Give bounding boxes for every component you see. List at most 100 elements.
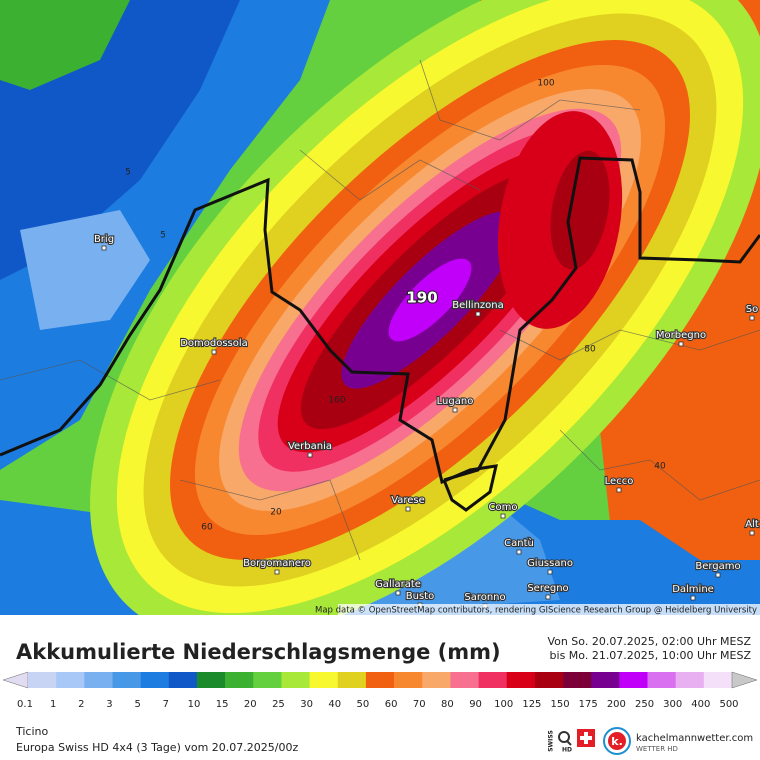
colorbar-tick-label: 20 (244, 699, 257, 710)
badge-bottom: HD (562, 747, 572, 754)
boundary (499, 329, 760, 361)
colorbar-swatch (28, 672, 57, 688)
place-label: Morbegno (656, 330, 706, 341)
place-marker (547, 569, 553, 575)
attribution: Map data © OpenStreetMap contributors, r… (315, 606, 757, 616)
place-marker (749, 315, 755, 321)
colorbar-swatch (168, 672, 198, 688)
place-marker (395, 590, 401, 596)
place-label: Lugano (437, 396, 474, 407)
colorbar-swatch (506, 672, 536, 688)
contour-label: 20 (270, 508, 282, 518)
place-label: Lecco (605, 476, 634, 487)
boundary (299, 149, 481, 201)
place-label: Seregno (527, 583, 568, 594)
colorbar-tick-label: 15 (216, 699, 229, 710)
colorbar-swatch (140, 672, 170, 688)
colorbar-tick-label: 90 (469, 699, 482, 710)
brand-sub: WETTER HD (636, 745, 678, 753)
place-label: Como (489, 502, 518, 513)
contour-label: 60 (201, 523, 213, 533)
place-label: Brig (94, 234, 114, 245)
contour-label: 100 (537, 79, 554, 89)
precip-area (388, 258, 472, 342)
colorbar-tick-label: 175 (579, 699, 598, 710)
colorbar-tick-label: 1 (50, 699, 56, 710)
swiss-cross (580, 736, 592, 740)
boundary (0, 359, 221, 401)
colorbar-tick-label: 60 (385, 699, 398, 710)
brand-logo-k: k. (611, 735, 623, 748)
contour-label: 160 (328, 396, 345, 406)
boundary (559, 429, 760, 501)
colorbar-swatch (365, 672, 395, 688)
colorbar-tick-label: 30 (300, 699, 313, 710)
colorbar-tick-label: 100 (494, 699, 513, 710)
place-marker (307, 452, 313, 458)
colorbar-below (2, 671, 29, 689)
colorbar-tick-label: 0.1 (17, 699, 33, 710)
place-marker (678, 341, 684, 347)
colorbar-swatch (647, 672, 676, 688)
colorbar-swatch (281, 672, 310, 688)
colorbar-tick-label: 150 (550, 699, 569, 710)
place-marker (516, 549, 522, 555)
place-label: Saronno (464, 592, 505, 603)
period-to: bis Mo. 21.07.2025, 10:00 Uhr MESZ (550, 649, 752, 662)
colorbar-tick-label: 250 (635, 699, 654, 710)
colorbar: 0.1 1 2 3 5 7 10 15 20 25 30 40 50 60 70 80 90 100 125 150 1… (2, 671, 758, 710)
colorbar-above (731, 671, 758, 689)
place-label: Giussano (527, 558, 573, 569)
badge-top: SWISS (548, 730, 555, 752)
place-marker (545, 594, 551, 600)
place-marker (211, 349, 217, 355)
boundary (179, 479, 361, 561)
colorbar-swatch (450, 672, 479, 688)
colorbar-swatch (703, 672, 733, 688)
place-label: So (746, 304, 758, 315)
colorbar-tick-label: 2 (78, 699, 84, 710)
precip-area (550, 150, 610, 270)
place-label: Verbania (288, 441, 332, 452)
place-marker (101, 245, 107, 251)
place-marker (274, 569, 280, 575)
colorbar-tick-label: 5 (134, 699, 140, 710)
period-from: Von So. 20.07.2025, 02:00 Uhr MESZ (547, 635, 751, 648)
colorbar-swatch (253, 672, 282, 688)
field (0, 0, 130, 90)
colorbar-swatch (225, 672, 254, 688)
place-label: Borgomanero (243, 558, 311, 569)
legend-title: Akkumulierte Niederschlagsmenge (mm) (16, 640, 501, 664)
place-marker (452, 407, 458, 413)
contour-label: 80 (584, 345, 596, 355)
field (20, 210, 150, 330)
place-label: Cantù (504, 537, 534, 549)
colorbar-swatch (196, 672, 226, 688)
brand-logo-inner (608, 732, 626, 750)
search-icon (558, 731, 570, 743)
colorbar-swatch (422, 672, 451, 688)
place-label: Busto (406, 591, 434, 602)
colorbar-swatch (619, 672, 648, 688)
contour-label: 5 (160, 231, 166, 241)
place-marker (690, 595, 696, 601)
colorbar-swatch (309, 672, 339, 688)
colorbar-tick-label: 25 (272, 699, 285, 710)
brand: kachelmannwetter.com (636, 733, 753, 744)
boundary (419, 59, 641, 141)
place-marker (405, 506, 411, 512)
place-marker (616, 487, 622, 493)
place-marker (500, 513, 506, 519)
colorbar-swatch (534, 672, 564, 688)
colorbar-tick-label: 300 (663, 699, 682, 710)
place-label: Alt (745, 519, 759, 530)
colorbar-swatch (563, 672, 592, 688)
border (0, 177, 498, 512)
colorbar-tick-label: 40 (328, 699, 341, 710)
contour-label: 190 (406, 289, 437, 307)
colorbar-tick-label: 200 (607, 699, 626, 710)
colorbar-swatch (337, 672, 367, 688)
contour-label: 40 (654, 462, 666, 472)
place-label: Dalmine (672, 584, 714, 595)
colorbar-tick-label: 400 (691, 699, 710, 710)
